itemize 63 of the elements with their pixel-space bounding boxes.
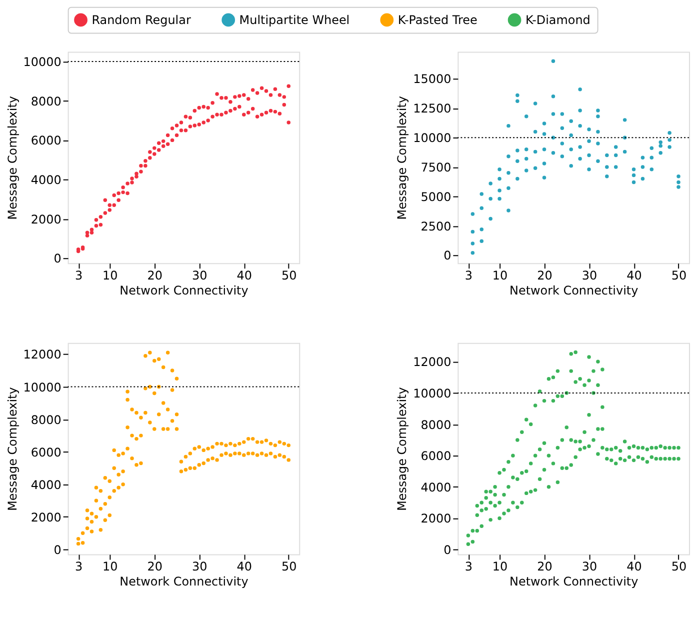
x-tick-label: 10 (102, 560, 118, 574)
y-tick-label: 6000 (420, 449, 452, 464)
y-tick-label: 0 (444, 248, 452, 263)
x-axis-title: Network Connectivity (120, 284, 248, 298)
x-tick-label: 50 (282, 560, 297, 574)
y-tick-label: 5000 (420, 190, 452, 204)
x-tick-label: 40 (626, 560, 642, 574)
x-tick-label: 30 (582, 268, 598, 283)
legend-label: K-Diamond (525, 12, 590, 27)
y-axis-title: Message Complexity (395, 96, 410, 220)
x-tick-label: 3 (75, 268, 83, 283)
x-tick-label: 10 (102, 268, 118, 283)
x-tick-label: 20 (537, 560, 552, 574)
y-tick-label: 8000 (30, 94, 62, 108)
x-tick-label: 10 (492, 268, 508, 283)
y-axis-title: Message Complexity (5, 96, 20, 220)
y-tick-label: 8000 (30, 412, 62, 427)
y-tick-label: 2000 (420, 512, 452, 526)
legend-label: K-Pasted Tree (398, 12, 478, 27)
x-tick-label: 50 (671, 560, 687, 574)
x-tick-label: 3 (464, 268, 472, 283)
x-tick-label: 10 (492, 560, 508, 574)
x-axis-title: Network Connectivity (510, 284, 638, 298)
y-tick-label: 10000 (413, 386, 452, 400)
x-axis-title: Network Connectivity (510, 574, 638, 589)
x-tick-label: 3 (464, 560, 472, 574)
y-tick-label: 4000 (30, 173, 62, 188)
y-tick-label: 2500 (420, 219, 452, 234)
x-tick-label: 3 (75, 560, 83, 574)
y-tick-label: 6000 (30, 134, 62, 148)
x-tick-label: 20 (147, 560, 162, 574)
y-tick-label: 12000 (413, 355, 452, 370)
x-tick-label: 40 (236, 560, 252, 574)
x-axis-title: Network Connectivity (120, 574, 248, 589)
y-tick-label: 8000 (420, 418, 452, 432)
y-tick-label: 0 (54, 542, 62, 557)
y-tick-label: 2000 (30, 212, 62, 226)
y-tick-label: 0 (444, 543, 452, 558)
y-axis-title: Message Complexity (5, 387, 20, 511)
y-tick-label: 4000 (420, 480, 452, 494)
x-tick-label: 40 (236, 268, 252, 283)
y-tick-label: 12000 (23, 348, 62, 362)
legend-label: Random Regular (92, 12, 191, 27)
legend-label: Multipartite Wheel (239, 12, 350, 27)
y-tick-label: 12500 (413, 102, 452, 116)
y-tick-label: 0 (54, 252, 62, 266)
x-tick-label: 30 (192, 560, 208, 574)
y-tick-label: 15000 (413, 72, 452, 86)
y-tick-label: 4000 (30, 478, 62, 492)
y-axis-title: Message Complexity (395, 387, 410, 511)
x-tick-label: 50 (671, 268, 687, 283)
y-tick-label: 10000 (23, 55, 62, 70)
x-tick-label: 20 (537, 268, 552, 283)
x-tick-label: 50 (282, 268, 297, 283)
y-tick-label: 2000 (30, 510, 62, 524)
y-tick-label: 10000 (23, 380, 62, 394)
x-tick-label: 30 (192, 268, 208, 283)
y-tick-label: 7500 (420, 160, 452, 174)
x-tick-label: 40 (626, 268, 642, 283)
y-tick-label: 6000 (30, 445, 62, 460)
x-tick-label: 30 (582, 560, 598, 574)
x-tick-label: 20 (147, 268, 162, 283)
y-tick-label: 10000 (413, 131, 452, 146)
